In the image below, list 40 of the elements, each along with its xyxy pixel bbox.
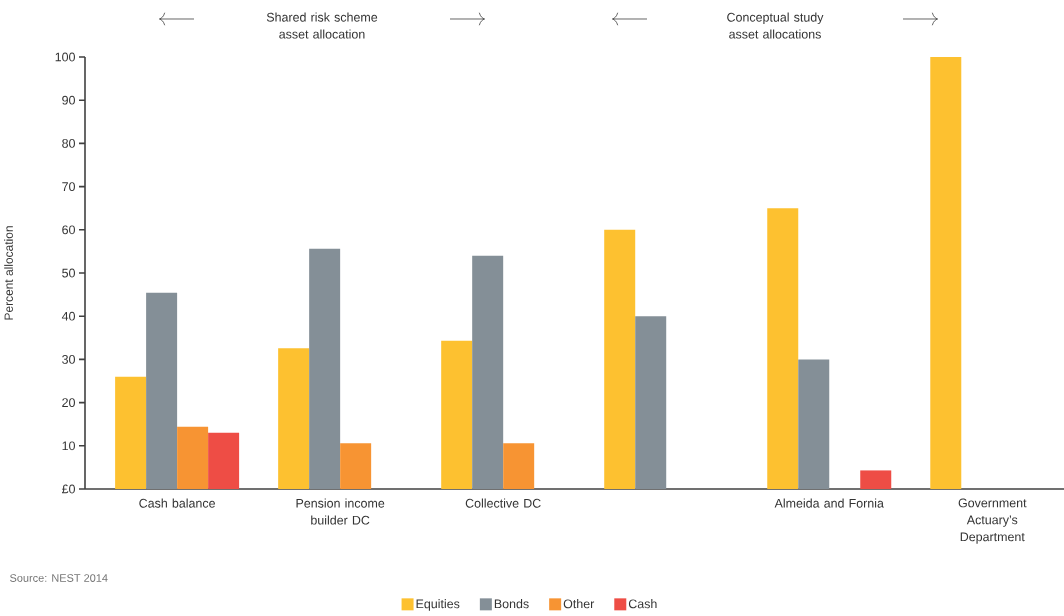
text: Shared risk scheme asset allocation (266, 12, 378, 39)
y-tick-label: 20 (62, 398, 75, 408)
y-tick-label: 60 (62, 225, 75, 235)
y-axis-title: Percent allocation (4, 226, 13, 320)
bar (309, 248, 341, 489)
y-tick-label: 30 (62, 355, 75, 364)
bar (441, 340, 473, 489)
text: Conceptual study asset allocations (727, 12, 824, 39)
y-tick-label: 50 (62, 268, 75, 278)
y-tick-label: 80 (62, 139, 75, 148)
bar (798, 359, 830, 489)
y-tick-label: 10 (62, 441, 75, 451)
y-tick-label: £0 (61, 484, 75, 494)
bar (767, 208, 799, 489)
bar (635, 316, 667, 489)
bar (860, 470, 892, 489)
legend-label: Equities (416, 599, 460, 611)
x-tick-label: Cash balance (139, 498, 215, 508)
bar (177, 426, 209, 489)
y-tick-label: 90 (62, 95, 75, 105)
x-tick-label: Collective DC (465, 498, 541, 508)
bar (115, 376, 147, 489)
legend-label: Cash (628, 599, 657, 609)
y-tick-label: 70 (62, 182, 75, 192)
legend-label: Other (563, 599, 595, 609)
bar (604, 229, 636, 489)
bar (340, 443, 372, 489)
y-tick-label: 40 (61, 311, 75, 321)
source-note: Source: NEST 2014 (10, 574, 108, 582)
bar (278, 348, 310, 489)
bar (208, 432, 240, 489)
bar (503, 443, 535, 489)
bar (472, 255, 504, 489)
y-tick-label: 100 (55, 52, 75, 62)
x-tick-label: Government Actuary’s Department (958, 498, 1027, 544)
x-tick-label: Pension income builder DC (296, 498, 385, 525)
bar (930, 57, 962, 489)
legend-label: Bonds (494, 599, 529, 609)
bar (146, 292, 178, 489)
x-tick-label: Almeida and Fornia (774, 498, 884, 508)
